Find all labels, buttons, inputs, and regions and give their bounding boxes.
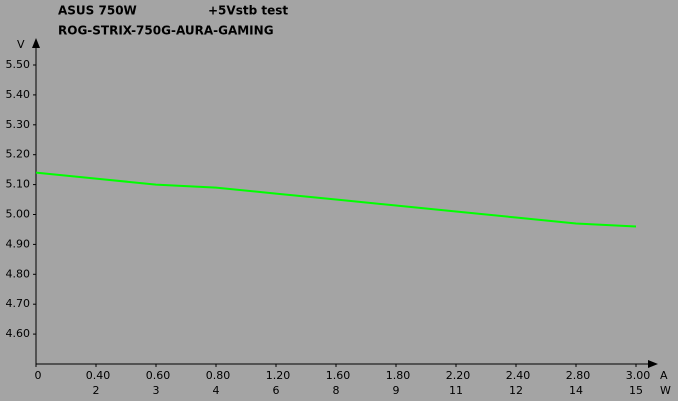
y-tick-label: 4.90 <box>6 237 31 250</box>
x2-tick-label: 15 <box>629 384 643 397</box>
data-line <box>35 171 637 228</box>
x-tick-label: 0.60 <box>146 369 171 382</box>
x2-tick-label: 3 <box>153 384 160 397</box>
y-tick-label: 5.00 <box>6 208 31 221</box>
y-tick-label: 5.30 <box>6 118 31 131</box>
x2-tick-label: 9 <box>393 384 400 397</box>
x2-tick-label: 8 <box>333 384 340 397</box>
x2-tick-label: 6 <box>273 384 280 397</box>
y-axis-arrow <box>32 38 40 48</box>
chart-title: ASUS 750W <box>58 4 137 18</box>
x-axis-label: A <box>660 369 668 382</box>
x-tick-label: 2.80 <box>566 369 591 382</box>
y-tick-label: 5.40 <box>6 88 31 101</box>
x-tick-label: 0 <box>35 369 42 382</box>
model-name: ROG-STRIX-750G-AURA-GAMING <box>58 24 274 38</box>
x2-tick-label: 11 <box>449 384 463 397</box>
x-tick-label: 1.60 <box>326 369 351 382</box>
x-tick-label: 1.20 <box>266 369 291 382</box>
y-tick-label: 5.20 <box>6 148 31 161</box>
x-tick-label: 2.20 <box>446 369 471 382</box>
x2-tick-label: 2 <box>93 384 100 397</box>
x-axis-arrow <box>648 360 658 368</box>
x2-tick-label: 14 <box>569 384 583 397</box>
y-tick-label: 5.10 <box>6 178 31 191</box>
x-tick-label: 3.00 <box>626 369 651 382</box>
y-tick-label: 4.60 <box>6 327 31 340</box>
x2-axis-label: W <box>660 384 671 397</box>
y-axis-label: V <box>17 38 25 51</box>
chart-subtitle: +5Vstb test <box>208 4 288 18</box>
x2-tick-label: 12 <box>509 384 523 397</box>
x-tick-label: 1.80 <box>386 369 411 382</box>
x2-tick-label: 4 <box>213 384 220 397</box>
y-tick-label: 5.50 <box>6 58 31 71</box>
x-tick-label: 0.40 <box>86 369 111 382</box>
y-tick-label: 4.80 <box>6 267 31 280</box>
y-tick-label: 4.70 <box>6 297 31 310</box>
x-tick-label: 2.40 <box>506 369 531 382</box>
x-tick-label: 0.80 <box>206 369 231 382</box>
